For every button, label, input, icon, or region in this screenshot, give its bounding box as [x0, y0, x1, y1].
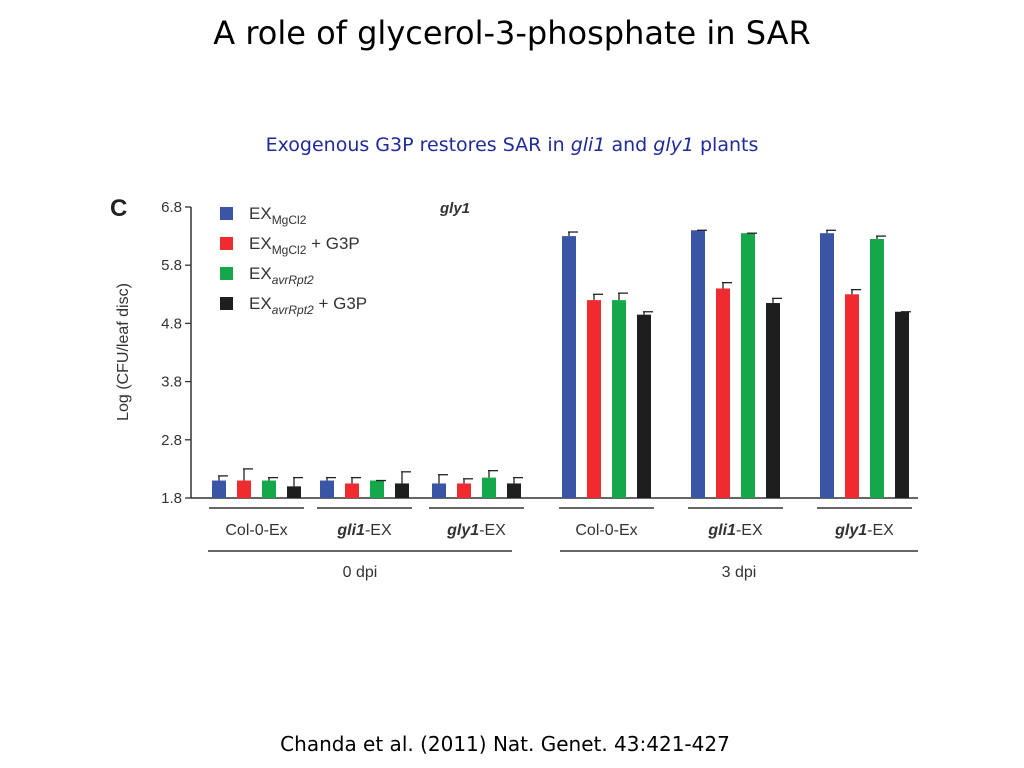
y-tick-label: 1.8 [161, 490, 182, 507]
legend-swatch [220, 207, 233, 220]
bar [262, 480, 276, 498]
category-label: Col-0-Ex [225, 522, 287, 539]
category-label: Col-0-Ex [575, 522, 637, 539]
subtitle-part-5: plants [693, 134, 759, 156]
category-label: gly1-EX [834, 522, 894, 539]
bar [845, 294, 859, 498]
category-label-italic: gly1 [446, 522, 479, 539]
category-label-italic: gly1 [834, 522, 867, 539]
legend-base: EX [249, 234, 272, 253]
legend-swatch [220, 297, 233, 310]
bar [482, 477, 496, 498]
subtitle-part-4: gly1 [653, 134, 694, 156]
legend-base: EX [249, 264, 272, 283]
y-tick-label: 3.8 [161, 374, 182, 391]
bar [716, 288, 730, 498]
legend-subscript: MgCl2 [272, 243, 307, 257]
subtitle-part-2: gli1 [570, 134, 606, 156]
bar [395, 483, 409, 498]
chart-subtitle: Exogenous G3P restores SAR in gli1 and g… [0, 134, 1024, 156]
subtitle-part-1: Exogenous G3P restores SAR in [265, 134, 571, 156]
slide-title: A role of glycerol-3-phosphate in SAR [213, 14, 811, 52]
category-label-text: -EX [867, 522, 894, 539]
category-label-text: -EX [736, 522, 763, 539]
legend-entry: EXavrRpt2 + G3P [249, 294, 367, 317]
legend-subscript: avrRpt2 [272, 273, 314, 287]
group-label: 3 dpi [722, 564, 757, 581]
bar [370, 480, 384, 498]
y-tick-label: 2.8 [161, 432, 182, 449]
y-tick-label: 6.8 [161, 199, 182, 216]
legend-entry: EXMgCl2 [249, 204, 307, 227]
category-label-text: Col-0-Ex [575, 522, 637, 539]
y-axis-label: Log (CFU/leaf disc) [115, 283, 132, 421]
bar [562, 236, 576, 498]
bar [320, 480, 334, 498]
category-label: gli1-EX [336, 522, 392, 539]
citation: Chanda et al. (2011) Nat. Genet. 43:421-… [280, 732, 730, 756]
legend-subscript: MgCl2 [272, 213, 307, 227]
bar [237, 480, 251, 498]
category-label: gli1-EX [707, 522, 763, 539]
legend-swatch [220, 267, 233, 280]
bar [691, 230, 705, 498]
bar [457, 483, 471, 498]
legend-suffix: + G3P [314, 294, 367, 313]
group-label: 0 dpi [343, 564, 378, 581]
bar [820, 233, 834, 498]
category-label: gly1-EX [446, 522, 506, 539]
bar [345, 483, 359, 498]
legend-suffix: + G3P [306, 234, 359, 253]
legend-base: EX [249, 204, 272, 223]
bar [212, 480, 226, 498]
y-tick-label: 4.8 [161, 315, 182, 332]
bar [507, 483, 521, 498]
category-label-text: Col-0-Ex [225, 522, 287, 539]
legend-subscript: avrRpt2 [272, 303, 314, 317]
legend-swatch [220, 237, 233, 250]
bar [741, 233, 755, 498]
legend-entry: EXMgCl2 + G3P [249, 234, 360, 257]
bar [587, 300, 601, 498]
category-label-italic: gli1 [336, 522, 365, 539]
bar [287, 486, 301, 498]
legend-base: EX [249, 294, 272, 313]
panel-label: C [110, 195, 127, 222]
category-label-text: -EX [365, 522, 392, 539]
bar [637, 314, 651, 498]
bar [870, 239, 884, 498]
category-label-italic: gli1 [707, 522, 736, 539]
bar [766, 303, 780, 498]
bar [432, 483, 446, 498]
subtitle-part-3: and [605, 134, 654, 156]
legend-entry: EXavrRpt2 [249, 264, 314, 287]
category-label-text: -EX [479, 522, 506, 539]
chart-title: gly1 [439, 200, 470, 217]
bar [612, 300, 626, 498]
bar [895, 311, 909, 498]
y-tick-label: 5.8 [161, 257, 182, 274]
